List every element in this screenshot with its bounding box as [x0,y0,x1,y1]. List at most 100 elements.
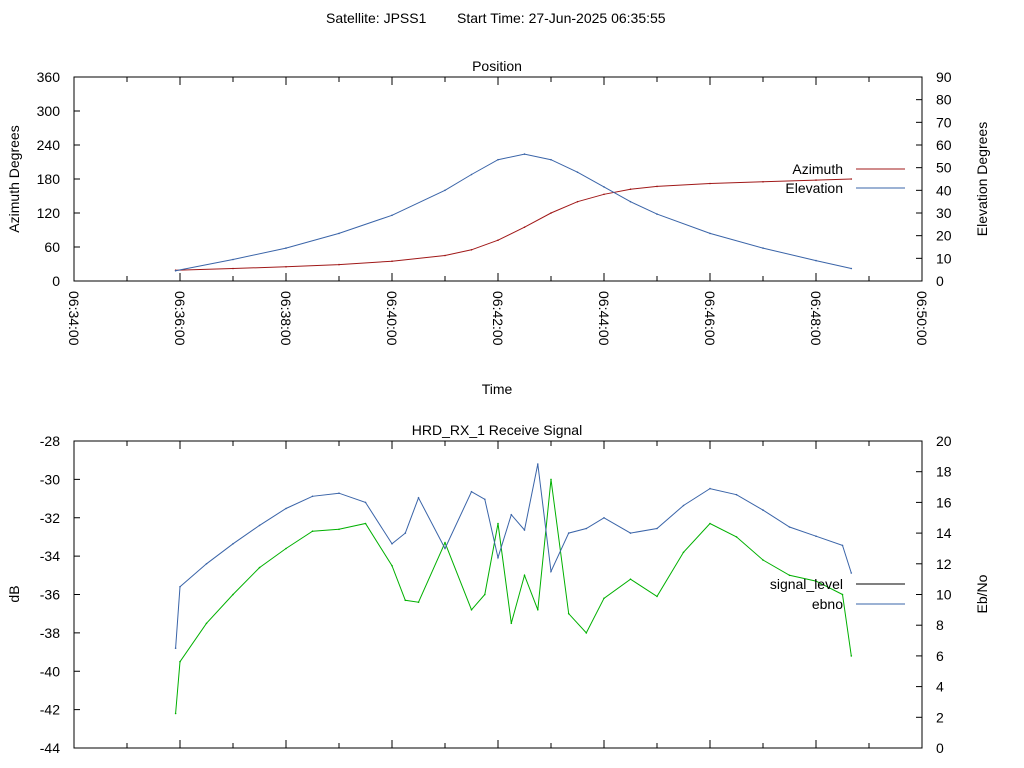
position-y2tick-label: 30 [936,205,952,221]
signal-point [709,487,711,490]
signal-point [567,532,570,534]
signal-ytick-label: -28 [40,433,60,449]
signal-point [311,495,314,498]
signal-series-signal-level [174,478,853,715]
signal-point [656,527,658,530]
signal-y2tick-label: 10 [936,587,952,603]
signal-point [841,593,844,596]
position-point [470,173,473,176]
signal-point [232,593,234,596]
position-ytick-label: 0 [52,273,60,289]
signal-point [258,524,261,527]
signal-point [510,513,513,516]
signal-y2label: Eb/No [974,574,990,613]
position-point [850,178,853,180]
position-point [576,171,579,173]
signal-ticks: -28 -30 -32 -34 -36 -38 -40 -42 -44 0 2 4 6 8 10 12 14 16… [40,433,952,756]
position-series-elevation [174,153,853,272]
signal-point [523,529,526,531]
signal-ytick-label: -38 [40,625,60,641]
signal-series-ebno [174,463,853,649]
signal-point [179,660,181,663]
signal-point [364,522,367,525]
signal-plot-frame [73,440,923,749]
position-point [709,232,711,235]
position-point [603,193,605,196]
satellite-label: Satellite: JPSS1 [326,10,427,26]
position-ylabel: Azimuth Degrees [6,125,22,232]
position-xtick-label: 06:42:00 [490,291,506,346]
position-xtick-label: 06:40:00 [384,291,400,346]
signal-series [174,463,853,715]
signal-point [815,535,817,537]
position-plot-frame [73,76,923,282]
position-point [470,249,473,251]
signal-point [523,574,526,577]
position-chart: Position 0 60 120 180 240 300 360 0 10 20 30 40 50 60… [6,58,990,397]
position-point [285,247,287,249]
signal-y2tick-label: 6 [936,648,944,664]
position-y2tick-label: 40 [936,182,952,198]
position-xtick-label: 06:34:00 [66,291,82,346]
signal-y2tick-label: 18 [936,464,952,480]
signal-point [850,572,853,574]
signal-point [205,622,208,625]
position-xtick-label: 06:50:00 [914,291,930,346]
position-point [815,179,817,181]
signal-y2tick-label: 4 [936,679,944,695]
position-point [629,188,632,190]
position-xlabel: Time [482,381,513,397]
position-legend: Azimuth Elevation [785,161,905,196]
signal-point [788,526,791,528]
signal-point [762,559,764,561]
signal-y2tick-label: 14 [936,525,952,541]
position-xtick-label: 06:46:00 [702,291,718,346]
position-y2tick-label: 60 [936,137,952,153]
position-point [709,182,711,185]
signal-point [285,507,287,510]
position-ytick-label: 360 [37,69,61,85]
legend-azimuth-label: Azimuth [792,161,843,177]
position-point [232,258,234,261]
position-point [497,158,499,161]
position-point [174,270,177,272]
position-y2tick-label: 50 [936,160,952,176]
legend-signal-level-label: signal_level [770,576,843,592]
signal-ytick-label: -34 [40,548,60,564]
signal-point [629,578,632,580]
position-y2label: Elevation Degrees [974,122,990,236]
signal-y2tick-label: 16 [936,494,952,510]
position-point [391,214,393,217]
signal-point [404,599,407,602]
signal-point [497,556,499,559]
position-point [285,266,287,268]
signal-point [391,564,393,567]
position-point [762,247,764,249]
position-ytick-label: 180 [37,171,61,187]
signal-chart: HRD_RX_1 Receive Signal -28-30-32-34-36-… [6,422,990,756]
position-y2tick-label: 10 [936,250,952,266]
signal-point [179,586,181,588]
position-line-azimuth [175,178,852,271]
signal-point [709,522,711,525]
signal-point [550,570,552,573]
signal-point [364,501,367,504]
signal-point [338,492,340,495]
position-point [444,254,446,257]
position-point [762,181,764,183]
position-chart-title: Position [472,58,522,74]
position-point [815,259,817,262]
signal-point [444,541,446,544]
signal-legend: signal_level ebno [770,576,905,612]
signal-point [850,655,853,657]
signal-y2tick-label: 8 [936,617,944,633]
signal-ylabel: dB [6,585,22,602]
start-time-label: Start Time: 27-Jun-2025 06:35:55 [457,10,666,26]
signal-chart-title: HRD_RX_1 Receive Signal [412,422,582,438]
signal-point [174,647,177,649]
position-xtick-label: 06:48:00 [808,291,824,346]
signal-point [788,574,791,577]
signal-point [417,601,420,603]
position-point [550,158,552,161]
